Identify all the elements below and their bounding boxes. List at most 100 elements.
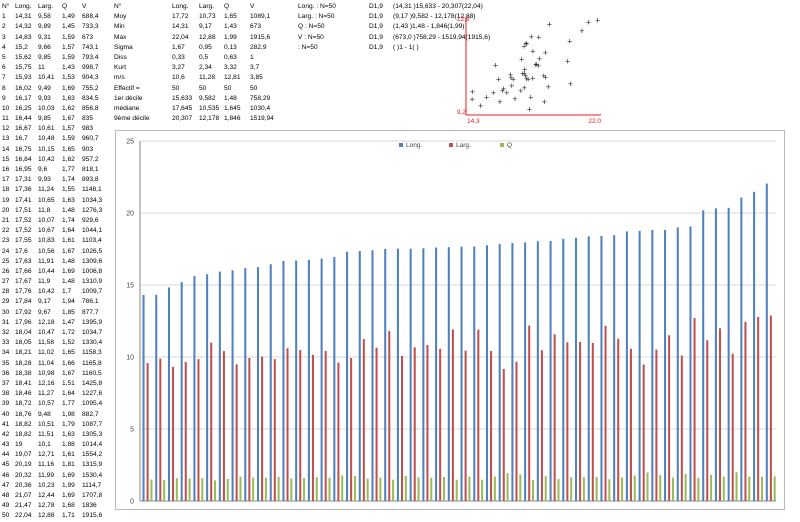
- bar-long: [193, 276, 196, 501]
- data-table-cell: 23: [2, 237, 10, 245]
- bar-long: [218, 271, 221, 501]
- bar-larg: [299, 350, 302, 501]
- data-table-cell: 44: [2, 451, 10, 459]
- scatter-point: +: [527, 105, 532, 115]
- column-header: Q: [224, 3, 230, 10]
- data-table-cell: 1,62: [62, 155, 75, 163]
- bar-chart: 0 5 10 15 20 25 Long. Larg. Q: [115, 130, 785, 510]
- bar-larg: [324, 350, 327, 501]
- data-table-cell: 18,04: [15, 329, 32, 336]
- decile-summary-cell: D1,9: [369, 13, 383, 21]
- bar-long: [600, 235, 603, 501]
- data-table-cell: 1,65: [62, 145, 75, 153]
- scatter-x-max-label: 22,0: [588, 118, 601, 123]
- scatter-point: +: [497, 97, 502, 107]
- scatter-point: +: [500, 86, 505, 96]
- bar-larg: [579, 342, 582, 501]
- stats-table-cell: 9ème décile: [114, 115, 150, 123]
- bar-q: [341, 475, 344, 501]
- data-table-cell: 40: [2, 410, 10, 418]
- data-table-cell: 835: [82, 115, 94, 123]
- bar-long: [740, 197, 743, 501]
- data-table-cell: 11,16: [38, 461, 55, 469]
- data-table-cell: 15,62: [15, 53, 32, 61]
- bar-long: [422, 248, 425, 501]
- stats-table-cell: 1915,6: [250, 33, 271, 41]
- data-table-cell: 11,9: [38, 278, 51, 286]
- scatter-point: +: [508, 73, 513, 83]
- stats-table-cell: 9,17: [199, 23, 212, 31]
- scatter-point: +: [522, 83, 527, 93]
- data-table-cell: 3: [2, 33, 6, 41]
- stats-table-cell: 1,48: [224, 94, 237, 102]
- data-table-cell: 19,07: [15, 451, 32, 459]
- scatter-point: +: [504, 88, 509, 98]
- data-table-cell: 9,17: [38, 298, 51, 306]
- bar-q: [214, 480, 217, 501]
- bar-long: [676, 227, 679, 501]
- bar-larg: [146, 363, 149, 501]
- data-table-cell: 48: [2, 492, 10, 499]
- bar-larg: [604, 325, 607, 501]
- y-tick-label: 15: [126, 283, 134, 290]
- bar-long: [346, 251, 349, 501]
- stats-table-cell: 10,73: [199, 13, 216, 21]
- bar-q: [582, 477, 585, 501]
- legend-label: Q: [507, 142, 512, 149]
- data-table-cell: 1,65: [62, 349, 75, 357]
- stats-table-cell: m/s: [114, 74, 125, 82]
- bar-larg: [235, 364, 238, 501]
- bar-q: [760, 476, 763, 501]
- stats-table-cell: 0,33: [172, 53, 185, 61]
- data-table-cell: 1,45: [62, 23, 75, 31]
- stats-table-cell: 12,81: [224, 74, 241, 82]
- data-table-cell: 18,82: [15, 420, 32, 428]
- scatter-point: +: [530, 47, 535, 57]
- bar-q: [226, 478, 229, 501]
- bar-larg: [375, 347, 378, 501]
- data-table-cell: 1,47: [62, 318, 75, 326]
- data-table-cell: 16,95: [15, 166, 32, 173]
- data-table-cell: 1,72: [62, 329, 75, 336]
- bar-larg: [706, 340, 709, 501]
- bar-q: [659, 475, 662, 501]
- data-table-cell: 18,28: [15, 359, 32, 367]
- data-table-cell: 18,21: [15, 349, 32, 357]
- bar-larg: [337, 362, 340, 501]
- scatter-point: +: [586, 18, 591, 28]
- stats-table-cell: 10,535: [199, 104, 220, 112]
- data-table-cell: 11,24: [38, 186, 55, 194]
- data-table-cell: 793,4: [82, 53, 99, 61]
- bar-long: [384, 248, 387, 501]
- data-table-cell: 14,83: [15, 33, 32, 41]
- decile-summary-cell: (14,31 )15,633 - 20,307(22,04): [393, 3, 483, 10]
- bar-long: [460, 246, 463, 501]
- bar-larg: [362, 339, 365, 501]
- stats-table-cell: 3,32: [224, 64, 237, 72]
- stats-table-cell: 3,85: [250, 74, 263, 82]
- bar-long: [638, 230, 641, 502]
- bar-q: [646, 472, 649, 501]
- scatter-point: +: [528, 92, 533, 102]
- bar-q: [379, 477, 382, 501]
- bar-long: [282, 260, 285, 501]
- stats-table-cell: 0,63: [224, 53, 237, 61]
- data-table-cell: 1,57: [62, 43, 75, 51]
- bar-larg: [451, 329, 454, 501]
- bar-q: [417, 477, 420, 501]
- data-table-cell: 16,25: [15, 104, 32, 112]
- column-header: N°: [114, 3, 122, 10]
- stats-table-cell: 12,178: [199, 115, 220, 123]
- data-table-cell: 1,71: [62, 512, 75, 520]
- data-table-cell: 15,75: [15, 64, 32, 72]
- data-table-cell: 1,94: [62, 298, 75, 306]
- data-table-cell: 16: [2, 166, 10, 173]
- bar-long: [358, 251, 361, 501]
- data-table-cell: 834,5: [82, 94, 99, 102]
- legend-label: Larg.: [456, 142, 471, 149]
- data-table-cell: 1,77: [62, 166, 75, 173]
- data-table-cell: 46: [2, 471, 10, 479]
- data-table-cell: 1,48: [62, 206, 75, 214]
- data-table-cell: 1026,5: [82, 247, 103, 255]
- data-table-cell: 15: [2, 155, 10, 163]
